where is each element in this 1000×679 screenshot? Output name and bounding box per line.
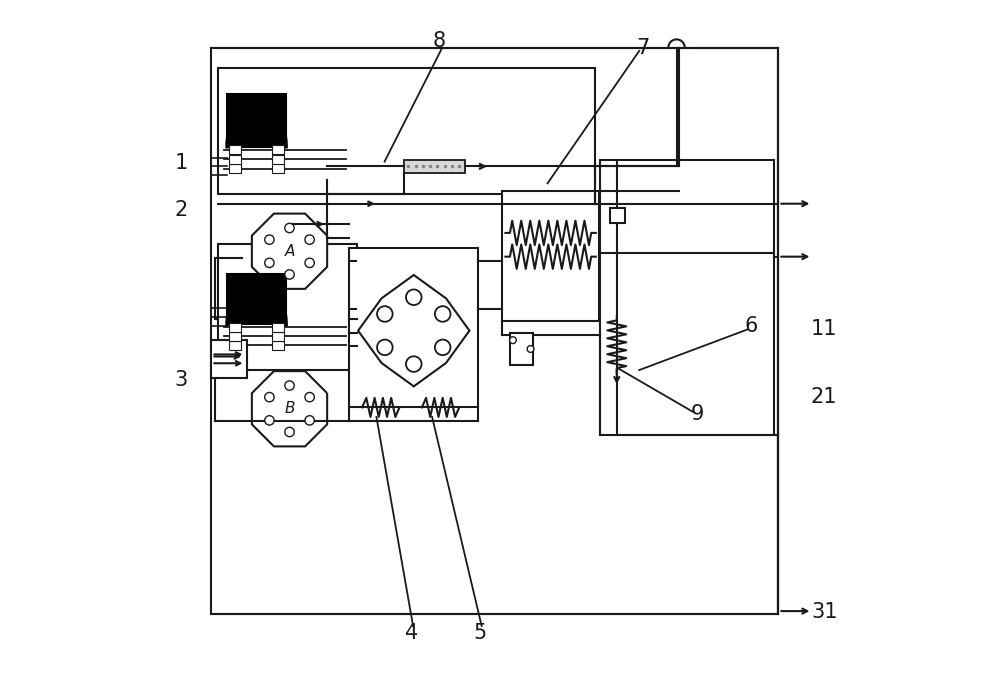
Circle shape xyxy=(305,416,314,425)
Circle shape xyxy=(435,306,450,322)
Text: 5: 5 xyxy=(473,623,486,643)
Bar xyxy=(218,244,357,370)
Bar xyxy=(510,333,533,365)
Text: 31: 31 xyxy=(811,602,837,623)
Bar xyxy=(211,48,778,614)
Bar xyxy=(610,208,625,223)
Circle shape xyxy=(265,416,274,425)
Text: 21: 21 xyxy=(811,387,837,407)
Circle shape xyxy=(305,392,314,402)
Bar xyxy=(229,164,241,173)
Circle shape xyxy=(406,289,422,305)
Circle shape xyxy=(285,427,294,437)
Circle shape xyxy=(285,223,294,233)
Circle shape xyxy=(265,235,274,244)
Bar xyxy=(229,145,241,154)
Bar xyxy=(229,342,241,350)
Bar xyxy=(229,155,241,164)
Bar xyxy=(229,332,241,341)
Bar xyxy=(600,160,774,435)
Bar xyxy=(218,68,595,194)
Circle shape xyxy=(510,337,516,344)
Text: A: A xyxy=(284,244,295,259)
Circle shape xyxy=(285,270,294,279)
Polygon shape xyxy=(252,371,327,446)
Bar xyxy=(229,323,241,332)
Polygon shape xyxy=(252,214,327,289)
Circle shape xyxy=(527,346,534,352)
Polygon shape xyxy=(358,275,469,386)
Circle shape xyxy=(265,258,274,268)
Circle shape xyxy=(406,356,422,372)
Text: 11: 11 xyxy=(811,319,837,340)
Text: 1: 1 xyxy=(174,153,187,173)
Text: 9: 9 xyxy=(690,404,704,424)
Text: 6: 6 xyxy=(745,316,758,336)
Circle shape xyxy=(377,306,393,322)
Circle shape xyxy=(305,258,314,268)
Bar xyxy=(272,145,284,154)
Text: 8: 8 xyxy=(432,31,445,51)
Bar xyxy=(404,160,465,173)
Text: 3: 3 xyxy=(174,370,187,390)
Bar xyxy=(211,340,247,378)
Bar xyxy=(272,164,284,173)
Circle shape xyxy=(435,340,450,355)
Circle shape xyxy=(265,392,274,402)
Bar xyxy=(272,155,284,164)
Bar xyxy=(272,323,284,332)
Bar xyxy=(272,342,284,350)
Bar xyxy=(227,94,286,147)
Circle shape xyxy=(305,235,314,244)
Bar xyxy=(227,274,286,325)
Text: B: B xyxy=(284,401,295,416)
Circle shape xyxy=(285,381,294,390)
Bar xyxy=(502,191,599,321)
Bar xyxy=(349,248,478,407)
Text: 2: 2 xyxy=(174,200,187,221)
Text: 4: 4 xyxy=(405,623,418,643)
Text: 7: 7 xyxy=(636,37,649,58)
Circle shape xyxy=(377,340,393,355)
Bar xyxy=(272,332,284,341)
